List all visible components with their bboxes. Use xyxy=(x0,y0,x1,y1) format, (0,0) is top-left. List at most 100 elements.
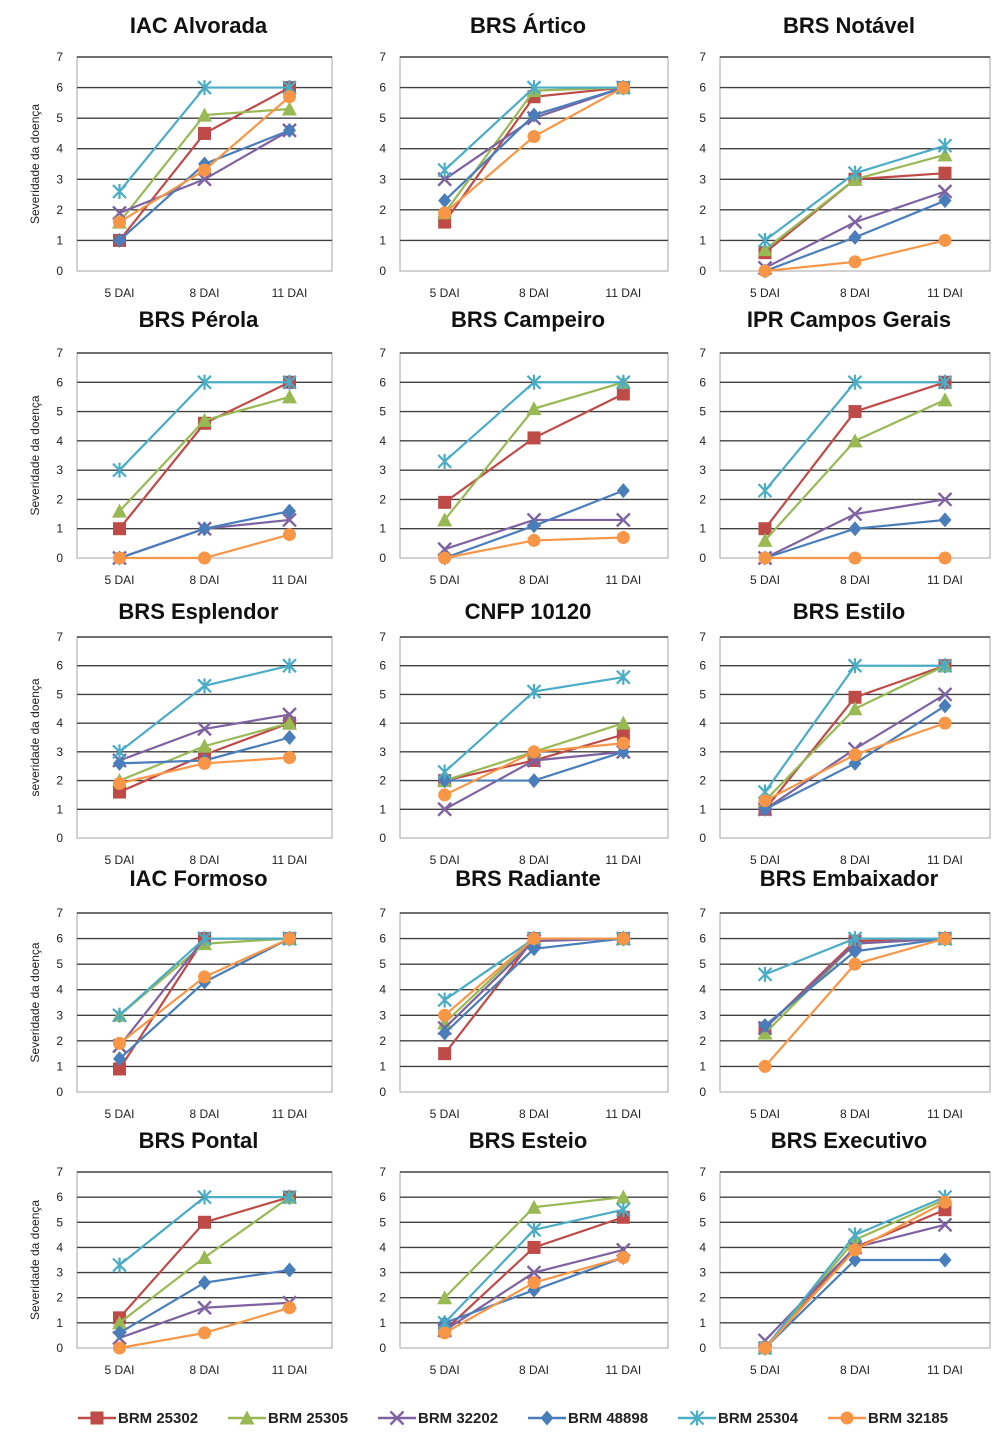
data-point xyxy=(438,773,452,789)
y-tick-label: 7 xyxy=(56,50,63,64)
chart-title: BRS Pérola xyxy=(139,307,260,332)
data-point xyxy=(198,1215,211,1229)
data-point xyxy=(437,801,453,817)
x-tick-label: 8 DAI xyxy=(189,1363,219,1377)
data-point xyxy=(938,1252,952,1268)
data-point xyxy=(615,715,631,730)
y-tick-label: 3 xyxy=(699,1266,706,1280)
chart-brs-perola: BRS Pérola 0 1 2 3 4 5 6 7 5 DAI 8 DAI 11 DAI Severi… xyxy=(28,307,333,587)
y-tick-label: 2 xyxy=(699,774,706,788)
data-point xyxy=(527,129,541,143)
series-brm-48898 xyxy=(113,1262,296,1341)
x-tick-label: 5 DAI xyxy=(430,1107,460,1121)
data-point xyxy=(527,1240,541,1254)
y-tick-label: 1 xyxy=(379,1316,386,1330)
data-point xyxy=(757,483,773,499)
y-tick-label: 7 xyxy=(56,346,63,360)
y-tick-label: 1 xyxy=(379,1059,386,1073)
x-tick-label: 11 DAI xyxy=(927,286,963,300)
data-point xyxy=(197,412,212,427)
data-point xyxy=(282,512,297,528)
chart-iac-formoso: IAC Formoso 0 1 2 3 4 5 6 7 5 DAI 8 DAI 11 DAI Sever… xyxy=(28,866,333,1121)
data-point xyxy=(113,755,126,771)
x-tick-label: 8 DAI xyxy=(840,1363,870,1377)
data-point xyxy=(198,1275,211,1291)
data-point xyxy=(848,229,862,245)
data-point xyxy=(437,764,452,780)
data-point xyxy=(526,80,542,96)
data-point xyxy=(527,745,541,759)
data-point xyxy=(438,1008,452,1022)
x-tick-label: 11 DAI xyxy=(927,1107,963,1121)
series-brm-32185 xyxy=(438,932,630,1022)
data-point xyxy=(198,551,211,565)
chart-brs-esteio: BRS Esteio 0 1 2 3 4 5 6 7 5 DAI 8 DAI 11 DAI xyxy=(379,1128,669,1377)
y-tick-label: 6 xyxy=(379,375,386,389)
y-tick-label: 7 xyxy=(379,50,386,64)
y-tick-label: 6 xyxy=(56,659,63,673)
data-point xyxy=(197,678,212,694)
y-tick-label: 0 xyxy=(56,1341,63,1355)
series-brm-32185 xyxy=(113,751,296,790)
x-tick-label: 8 DAI xyxy=(840,853,870,867)
x-tick-label: 5 DAI xyxy=(750,573,780,587)
y-tick-label: 2 xyxy=(699,203,706,217)
data-point xyxy=(527,107,541,123)
y-tick-label: 4 xyxy=(379,434,386,448)
data-point xyxy=(113,1036,126,1050)
data-point xyxy=(848,521,862,537)
y-tick-label: 5 xyxy=(379,111,386,125)
data-point xyxy=(112,462,127,478)
data-point xyxy=(113,776,126,790)
series-brm-25302 xyxy=(113,932,296,1076)
x-tick-label: 5 DAI xyxy=(104,573,134,587)
y-tick-label: 0 xyxy=(56,551,63,565)
x-tick-label: 8 DAI xyxy=(519,573,549,587)
series-brm-25304 xyxy=(112,658,297,760)
legend-item-brm-32202: BRM 32202 xyxy=(378,1410,498,1427)
y-tick-label: 2 xyxy=(379,774,386,788)
legend-label: BRM 32185 xyxy=(868,1410,948,1427)
chart-ipr-campos-gerais: IPR Campos Gerais 0 1 2 3 4 5 6 7 5 DAI 8 DAI 11 DA… xyxy=(699,307,991,587)
data-point xyxy=(847,1227,863,1243)
series-line xyxy=(443,86,624,214)
y-tick-label: 4 xyxy=(699,983,706,997)
y-tick-label: 7 xyxy=(699,50,706,64)
data-point xyxy=(848,1243,862,1257)
y-tick-label: 0 xyxy=(699,1085,706,1099)
data-point xyxy=(758,794,772,808)
data-point xyxy=(437,1290,453,1305)
data-point xyxy=(758,1018,772,1034)
data-point xyxy=(847,374,863,390)
x-tick-label: 5 DAI xyxy=(750,1107,780,1121)
chart-brs-radiante: BRS Radiante 0 1 2 3 4 5 6 7 5 DAI 8 DAI 11 DAI xyxy=(379,866,669,1121)
data-point xyxy=(282,374,297,390)
data-point xyxy=(198,756,211,770)
legend-marker xyxy=(840,1411,854,1425)
legend-label: BRM 25305 xyxy=(268,1410,348,1427)
data-point xyxy=(113,232,126,248)
x-tick-label: 5 DAI xyxy=(750,853,780,867)
series-brm-25305 xyxy=(112,389,297,518)
data-point xyxy=(527,1276,541,1290)
y-tick-label: 0 xyxy=(379,264,386,278)
y-tick-label: 6 xyxy=(56,375,63,389)
data-point xyxy=(937,492,953,507)
x-tick-label: 11 DAI xyxy=(605,853,641,867)
data-point xyxy=(848,1252,862,1268)
y-tick-label: 3 xyxy=(379,745,386,759)
data-point xyxy=(113,522,126,536)
y-tick-label: 2 xyxy=(699,1291,706,1305)
data-point xyxy=(283,932,296,946)
data-point xyxy=(283,751,296,765)
y-tick-label: 1 xyxy=(56,1059,63,1073)
y-tick-label: 5 xyxy=(699,687,706,701)
series-line xyxy=(118,937,290,1070)
y-tick-label: 2 xyxy=(56,1034,63,1048)
y-tick-label: 5 xyxy=(379,957,386,971)
data-point xyxy=(438,1047,452,1061)
x-tick-label: 5 DAI xyxy=(750,1363,780,1377)
data-point xyxy=(113,1062,126,1076)
data-point xyxy=(527,518,541,534)
data-point xyxy=(282,1189,297,1205)
